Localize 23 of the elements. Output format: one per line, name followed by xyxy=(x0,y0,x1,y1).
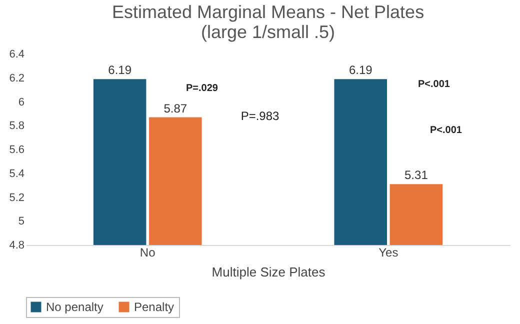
y-tick-label: 5 xyxy=(18,216,24,228)
x-tick-label: No xyxy=(140,246,156,260)
data-label: 6.19 xyxy=(108,63,132,78)
data-label: 5.87 xyxy=(164,101,188,116)
legend-label: Penalty xyxy=(134,300,174,314)
annotation: P<.001 xyxy=(418,79,450,90)
legend-label: No penalty xyxy=(46,300,104,314)
y-tick-label: 6.4 xyxy=(9,48,24,60)
annotation: P=.029 xyxy=(186,83,218,94)
data-label: 6.19 xyxy=(348,63,373,78)
y-tick-label: 5.4 xyxy=(9,168,24,180)
y-tick-label: 5.2 xyxy=(9,192,24,204)
chart-title: Estimated Marginal Means - Net Plates (large 1/small .5) xyxy=(112,2,424,42)
annotation: P=.983 xyxy=(240,109,280,123)
y-tick-label: 4.8 xyxy=(9,240,24,252)
annotation: P<.001 xyxy=(430,125,462,136)
x-tick-label: Yes xyxy=(378,246,398,260)
y-tick-label: 5.6 xyxy=(9,144,24,156)
x-axis-title: Multiple Size Plates xyxy=(212,264,326,280)
y-tick-label: 6 xyxy=(18,96,24,108)
y-tick-label: 6.2 xyxy=(9,72,24,84)
data-label: 5.31 xyxy=(404,168,428,182)
y-tick-label: 5.8 xyxy=(9,120,24,132)
